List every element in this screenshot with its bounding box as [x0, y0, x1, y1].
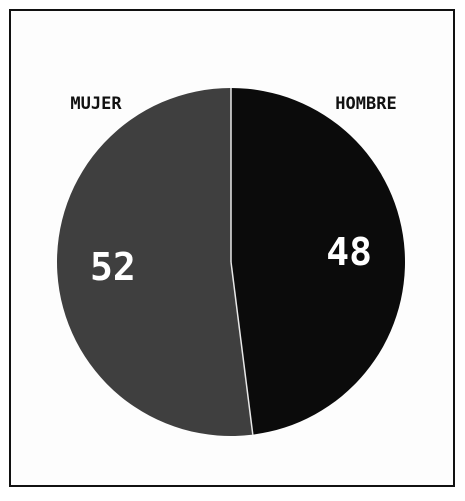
pie-slice	[231, 88, 406, 435]
slice-separator	[230, 261, 254, 435]
value-label: 52	[90, 245, 136, 289]
category-label: MUJER	[70, 94, 122, 114]
category-label: HOMBRE	[335, 94, 396, 114]
pie-slice	[57, 88, 253, 436]
value-label: 48	[326, 230, 372, 274]
